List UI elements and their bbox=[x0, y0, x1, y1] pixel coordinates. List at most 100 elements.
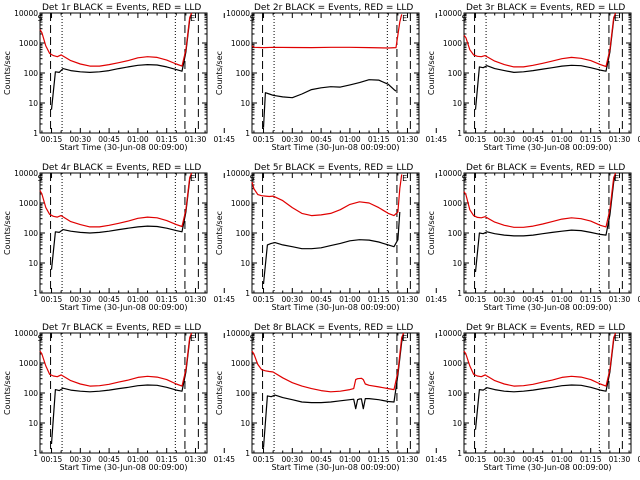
y-axis-label: Counts/sec bbox=[427, 51, 436, 95]
x-tick-label: 01:00 bbox=[551, 135, 573, 144]
y-tick-label: 10 bbox=[240, 99, 250, 108]
x-tick-label: 00:45 bbox=[98, 135, 120, 144]
lld-series-line bbox=[39, 172, 193, 228]
detector-panel: Det 8r BLACK = Events, RED = LLD 1 10 100 10… bbox=[215, 323, 447, 472]
plot-frame bbox=[251, 12, 420, 134]
y-tick-label: 100 bbox=[236, 69, 251, 78]
plot-frame bbox=[39, 172, 208, 294]
detector-panel: Det 9r BLACK = Events, RED = LLD 1 10 100 10… bbox=[427, 323, 640, 472]
lld-series-line bbox=[463, 12, 617, 68]
x-tick-label: 01:30 bbox=[185, 135, 207, 144]
x-tick-label: 01:00 bbox=[339, 135, 361, 144]
x-tick-label: 01:15 bbox=[580, 295, 602, 304]
x-tick-label: 00:45 bbox=[98, 295, 120, 304]
marker-e-label: E bbox=[614, 334, 619, 343]
x-tick-label: 01:45 bbox=[637, 135, 640, 144]
y-tick-label: 1 bbox=[457, 449, 462, 458]
x-tick-label: 01:30 bbox=[609, 455, 631, 464]
x-tick-label: 00:45 bbox=[310, 455, 332, 464]
lld-series-line bbox=[251, 332, 405, 393]
x-tick-label: 00:15 bbox=[253, 135, 275, 144]
x-tick-label: 01:30 bbox=[397, 295, 419, 304]
panel-title: Det 2r BLACK = Events, RED = LLD bbox=[254, 3, 413, 13]
x-tick-label: 01:30 bbox=[397, 455, 419, 464]
x-tick-label: 00:15 bbox=[41, 295, 63, 304]
y-tick-label: 1 bbox=[457, 129, 462, 138]
x-tick-label: 01:45 bbox=[637, 295, 640, 304]
x-tick-label: 00:15 bbox=[253, 455, 275, 464]
y-axis-label: Counts/sec bbox=[3, 211, 12, 255]
lld-series-line bbox=[39, 332, 193, 387]
x-tick-label: 00:30 bbox=[69, 295, 91, 304]
y-tick-label: 10 bbox=[452, 259, 462, 268]
marker-e-label: E bbox=[190, 174, 195, 183]
y-tick-label: 10000 bbox=[438, 329, 462, 338]
lld-series-line bbox=[251, 14, 403, 49]
x-tick-label: 00:15 bbox=[465, 295, 487, 304]
y-tick-label: 10000 bbox=[226, 169, 250, 178]
panel-title: Det 7r BLACK = Events, RED = LLD bbox=[42, 323, 201, 333]
y-tick-label: 1000 bbox=[231, 39, 250, 48]
y-tick-label: 1 bbox=[33, 129, 38, 138]
lld-series-line bbox=[39, 12, 193, 67]
y-tick-label: 100 bbox=[24, 229, 39, 238]
events-series-line bbox=[474, 12, 617, 110]
x-tick-label: 00:15 bbox=[253, 295, 275, 304]
x-tick-label: 01:15 bbox=[368, 295, 390, 304]
x-tick-label: 01:30 bbox=[609, 295, 631, 304]
y-axis-label: Counts/sec bbox=[427, 211, 436, 255]
x-axis-label: Start Time (30-Jun-08 00:09:00) bbox=[484, 143, 612, 152]
marker-s-label: S bbox=[461, 174, 466, 183]
y-axis-label: Counts/sec bbox=[215, 211, 224, 255]
marker-s-label: S bbox=[37, 14, 42, 23]
marker-s-label: S bbox=[37, 334, 42, 343]
marker-e-label: E bbox=[614, 14, 619, 23]
x-tick-label: 01:45 bbox=[425, 135, 447, 144]
x-tick-label: 01:45 bbox=[425, 295, 447, 304]
x-tick-label: 01:45 bbox=[213, 455, 235, 464]
panel-title: Det 8r BLACK = Events, RED = LLD bbox=[254, 323, 413, 333]
lld-series-line bbox=[463, 172, 617, 228]
x-tick-label: 01:00 bbox=[127, 455, 149, 464]
y-tick-label: 10 bbox=[240, 419, 250, 428]
x-tick-label: 01:00 bbox=[127, 295, 149, 304]
x-tick-label: 01:15 bbox=[156, 455, 178, 464]
y-tick-label: 1000 bbox=[231, 199, 250, 208]
marker-e-label: E bbox=[190, 334, 195, 343]
marker-s-label: S bbox=[249, 334, 254, 343]
x-tick-label: 00:30 bbox=[493, 295, 515, 304]
x-axis-label: Start Time (30-Jun-08 00:09:00) bbox=[272, 463, 400, 472]
x-tick-label: 00:45 bbox=[310, 135, 332, 144]
plot-frame bbox=[39, 12, 208, 134]
x-tick-label: 01:00 bbox=[551, 455, 573, 464]
x-tick-label: 00:30 bbox=[281, 135, 303, 144]
events-series-line bbox=[50, 172, 193, 270]
x-tick-label: 01:45 bbox=[637, 455, 640, 464]
lld-series-line bbox=[463, 332, 617, 387]
events-series-line bbox=[50, 12, 193, 110]
detector-panel: Det 3r BLACK = Events, RED = LLD 1 10 100 10… bbox=[427, 3, 640, 152]
y-tick-label: 100 bbox=[24, 389, 39, 398]
x-tick-label: 00:45 bbox=[310, 295, 332, 304]
y-tick-label: 1 bbox=[33, 449, 38, 458]
x-tick-label: 01:00 bbox=[551, 295, 573, 304]
events-series-line bbox=[474, 174, 617, 273]
detector-panel: Det 7r BLACK = Events, RED = LLD 1 10 100 10… bbox=[3, 323, 235, 472]
detector-panel: Det 1r BLACK = Events, RED = LLD 1 10 100 10… bbox=[3, 3, 235, 152]
panel-title: Det 4r BLACK = Events, RED = LLD bbox=[42, 163, 201, 173]
y-tick-label: 10 bbox=[28, 259, 38, 268]
y-tick-label: 10000 bbox=[438, 9, 462, 18]
y-tick-label: 1 bbox=[245, 449, 250, 458]
y-tick-label: 1000 bbox=[19, 359, 38, 368]
x-tick-label: 01:15 bbox=[368, 455, 390, 464]
marker-s-label: S bbox=[249, 174, 254, 183]
marker-e-label: E bbox=[614, 174, 619, 183]
plot-frame bbox=[251, 332, 420, 454]
marker-s-label: S bbox=[461, 334, 466, 343]
x-axis-label: Start Time (30-Jun-08 00:09:00) bbox=[272, 143, 400, 152]
x-axis-label: Start Time (30-Jun-08 00:09:00) bbox=[272, 303, 400, 312]
plot-frame bbox=[251, 172, 420, 294]
plot-frame bbox=[463, 332, 632, 454]
x-tick-label: 01:15 bbox=[580, 455, 602, 464]
y-axis-label: Counts/sec bbox=[3, 371, 12, 415]
